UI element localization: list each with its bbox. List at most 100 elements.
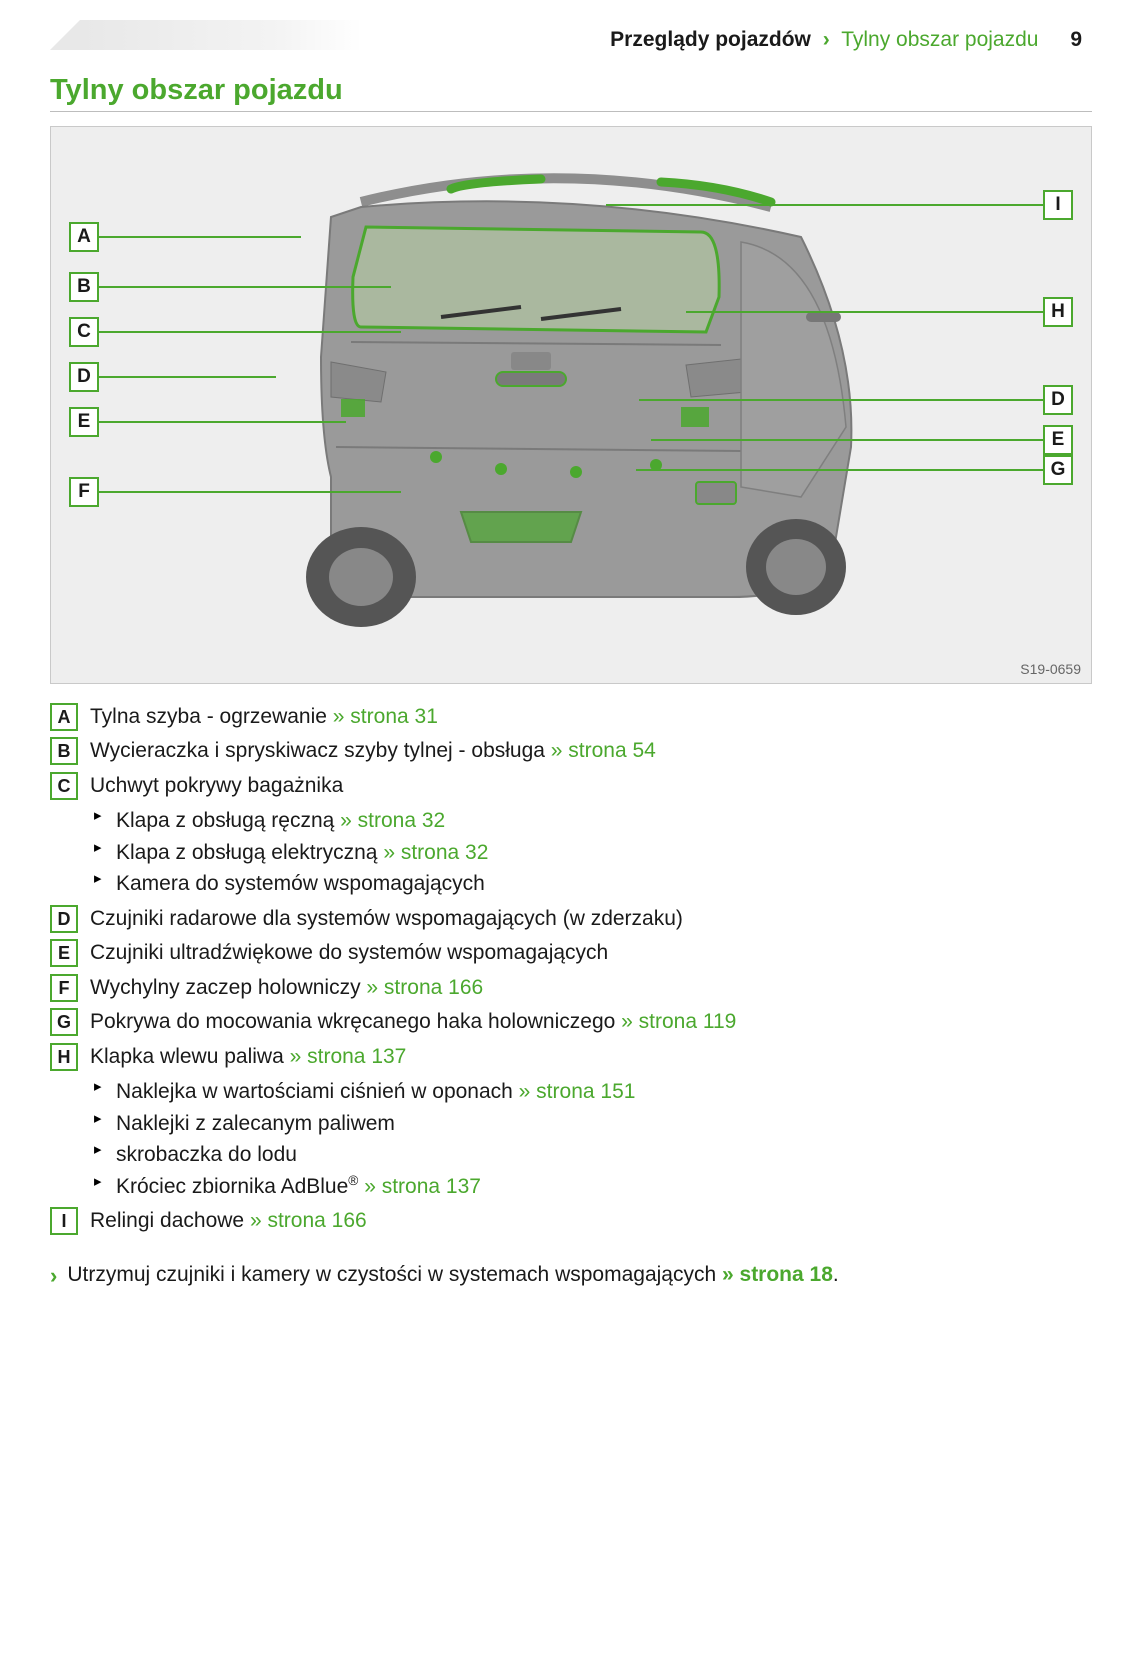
note-link[interactable]: » strona 18: [722, 1263, 833, 1286]
list-row-D: D Czujniki radarowe dla systemów wspomaga…: [50, 904, 1092, 934]
page-link[interactable]: » strona 119: [621, 1010, 736, 1033]
row-label: Czujniki radarowe dla systemów wspomagaj…: [90, 907, 683, 930]
letter-box: H: [50, 1043, 78, 1071]
row-label: Pokrywa do mocowania wkręcanego haka hol…: [90, 1010, 621, 1033]
sublist-item: Króciec zbiornika AdBlue® » strona 137: [94, 1171, 1092, 1203]
breadcrumb-separator: ›: [817, 28, 836, 51]
list-row-H: H Klapka wlewu paliwa » strona 137: [50, 1042, 1092, 1072]
car-illustration: [241, 147, 911, 647]
sup: ®: [348, 1173, 358, 1188]
manual-page: Przeglądy pojazdów › Tylny obszar pojazd…: [0, 0, 1142, 1654]
page-link[interactable]: » strona 137: [290, 1045, 407, 1068]
figure-label-F-left: F: [69, 477, 99, 507]
page-link[interactable]: » strona 166: [250, 1209, 367, 1232]
note-suffix: .: [833, 1263, 839, 1286]
list-row-A: A Tylna szyba - ogrzewanie » strona 31: [50, 702, 1092, 732]
row-label: Relingi dachowe: [90, 1209, 250, 1232]
figure-label-I-right: I: [1043, 190, 1073, 220]
row-text: Tylna szyba - ogrzewanie » strona 31: [90, 702, 1092, 732]
figure-line-E-right: [651, 439, 1043, 441]
sublist-label: Naklejki z zalecanym paliwem: [116, 1112, 395, 1135]
figure-label-G-right: G: [1043, 455, 1073, 485]
letter-box: A: [50, 703, 78, 731]
item-list: A Tylna szyba - ogrzewanie » strona 31 B Wy…: [50, 702, 1092, 1236]
sublist-H: Naklejka w wartościami ciśnień w oponach…: [94, 1076, 1092, 1202]
figure-label-B-left: B: [69, 272, 99, 302]
letter-box: C: [50, 772, 78, 800]
figure-label-E-right: E: [1043, 425, 1073, 455]
list-row-B: B Wycieraczka i spryskiwacz szyby tylnej …: [50, 736, 1092, 766]
list-row-E: E Czujniki ultradźwiękowe do systemów wsp…: [50, 938, 1092, 968]
letter-box: G: [50, 1008, 78, 1036]
page-link[interactable]: » strona 166: [366, 976, 483, 999]
breadcrumb-section: Przeglądy pojazdów: [610, 28, 811, 51]
row-text: Wycieraczka i spryskiwacz szyby tylnej -…: [90, 736, 1092, 766]
figure-code: S19-0659: [1020, 661, 1081, 677]
row-label: Czujniki ultradźwiękowe do systemów wspo…: [90, 941, 608, 964]
section-title: Tylny obszar pojazdu: [50, 74, 1092, 107]
letter-box: E: [50, 939, 78, 967]
sublist-label: Klapa z obsługą elektryczną: [116, 841, 383, 864]
page-link[interactable]: » strona 54: [551, 739, 656, 762]
letter-box: B: [50, 737, 78, 765]
row-label: Wycieraczka i spryskiwacz szyby tylnej -…: [90, 739, 551, 762]
figure-line-A-left: [99, 236, 301, 238]
figure-label-E-left: E: [69, 407, 99, 437]
figure-line-C-left: [99, 331, 401, 333]
figure-line-I-right: [606, 204, 1043, 206]
list-row-G: G Pokrywa do mocowania wkręcanego haka ho…: [50, 1007, 1092, 1037]
row-text: Klapka wlewu paliwa » strona 137: [90, 1042, 1092, 1072]
sublist-item: Kamera do systemów wspomagających: [94, 868, 1092, 900]
note-link-text: » strona 18: [722, 1263, 833, 1286]
title-underline: [50, 111, 1092, 112]
sublist-label: Króciec zbiornika AdBlue: [116, 1175, 348, 1198]
figure-line-F-left: [99, 491, 401, 493]
figure-line-D-left: [99, 376, 276, 378]
row-text: Relingi dachowe » strona 166: [90, 1206, 1092, 1236]
figure-line-D-right: [639, 399, 1043, 401]
row-text: Uchwyt pokrywy bagażnika: [90, 771, 1092, 801]
note-row: › Utrzymuj czujniki i kamery w czystości…: [50, 1260, 1092, 1292]
figure-line-E-left: [99, 421, 346, 423]
figure-label-D-right: D: [1043, 385, 1073, 415]
letter-box: D: [50, 905, 78, 933]
figure-line-B-left: [99, 286, 391, 288]
list-row-C: C Uchwyt pokrywy bagażnika: [50, 771, 1092, 801]
sublist-item: Klapa z obsługą elektryczną » strona 32: [94, 837, 1092, 869]
page-link[interactable]: » strona 32: [340, 809, 445, 832]
list-row-I: I Relingi dachowe » strona 166: [50, 1206, 1092, 1236]
page-link[interactable]: » strona 151: [519, 1080, 636, 1103]
sublist-item: skrobaczka do lodu: [94, 1139, 1092, 1171]
page-link[interactable]: » strona 31: [333, 705, 438, 728]
letter-box: F: [50, 974, 78, 1002]
figure-label-A-left: A: [69, 222, 99, 252]
row-label: Klapka wlewu paliwa: [90, 1045, 290, 1068]
note-text-wrap: Utrzymuj czujniki i kamery w czystości w…: [67, 1260, 838, 1290]
sublist-label: Klapa z obsługą ręczną: [116, 809, 340, 832]
letter-box: I: [50, 1207, 78, 1235]
sublist-label: skrobaczka do lodu: [116, 1143, 297, 1166]
sublist-C: Klapa z obsługą ręczną » strona 32Klapa …: [94, 805, 1092, 900]
figure-label-C-left: C: [69, 317, 99, 347]
note-chevron-icon: ›: [50, 1260, 57, 1292]
page-link[interactable]: » strona 32: [383, 841, 488, 864]
row-text: Pokrywa do mocowania wkręcanego haka hol…: [90, 1007, 1092, 1037]
sublist-label: Naklejka w wartościami ciśnień w oponach: [116, 1080, 519, 1103]
row-label: Wychylny zaczep holowniczy: [90, 976, 366, 999]
note-text: Utrzymuj czujniki i kamery w czystości w…: [67, 1263, 722, 1286]
breadcrumb-current: Tylny obszar pojazdu: [841, 28, 1038, 51]
row-text: Czujniki radarowe dla systemów wspomagaj…: [90, 904, 1092, 934]
figure-label-H-right: H: [1043, 297, 1073, 327]
sublist-label: Kamera do systemów wspomagających: [116, 872, 485, 895]
list-row-F: F Wychylny zaczep holowniczy » strona 166: [50, 973, 1092, 1003]
page-link[interactable]: » strona 137: [364, 1175, 481, 1198]
sublist-item: Naklejka w wartościami ciśnień w oponach…: [94, 1076, 1092, 1108]
row-label: Uchwyt pokrywy bagażnika: [90, 774, 343, 797]
vehicle-rear-figure: ABCDEFIHDEG S19-0659: [50, 126, 1092, 684]
sublist-item: Naklejki z zalecanym paliwem: [94, 1108, 1092, 1140]
row-label: Tylna szyba - ogrzewanie: [90, 705, 333, 728]
figure-label-D-left: D: [69, 362, 99, 392]
page-number: 9: [1070, 28, 1082, 51]
row-text: Czujniki ultradźwiękowe do systemów wspo…: [90, 938, 1092, 968]
figure-line-G-right: [636, 469, 1043, 471]
